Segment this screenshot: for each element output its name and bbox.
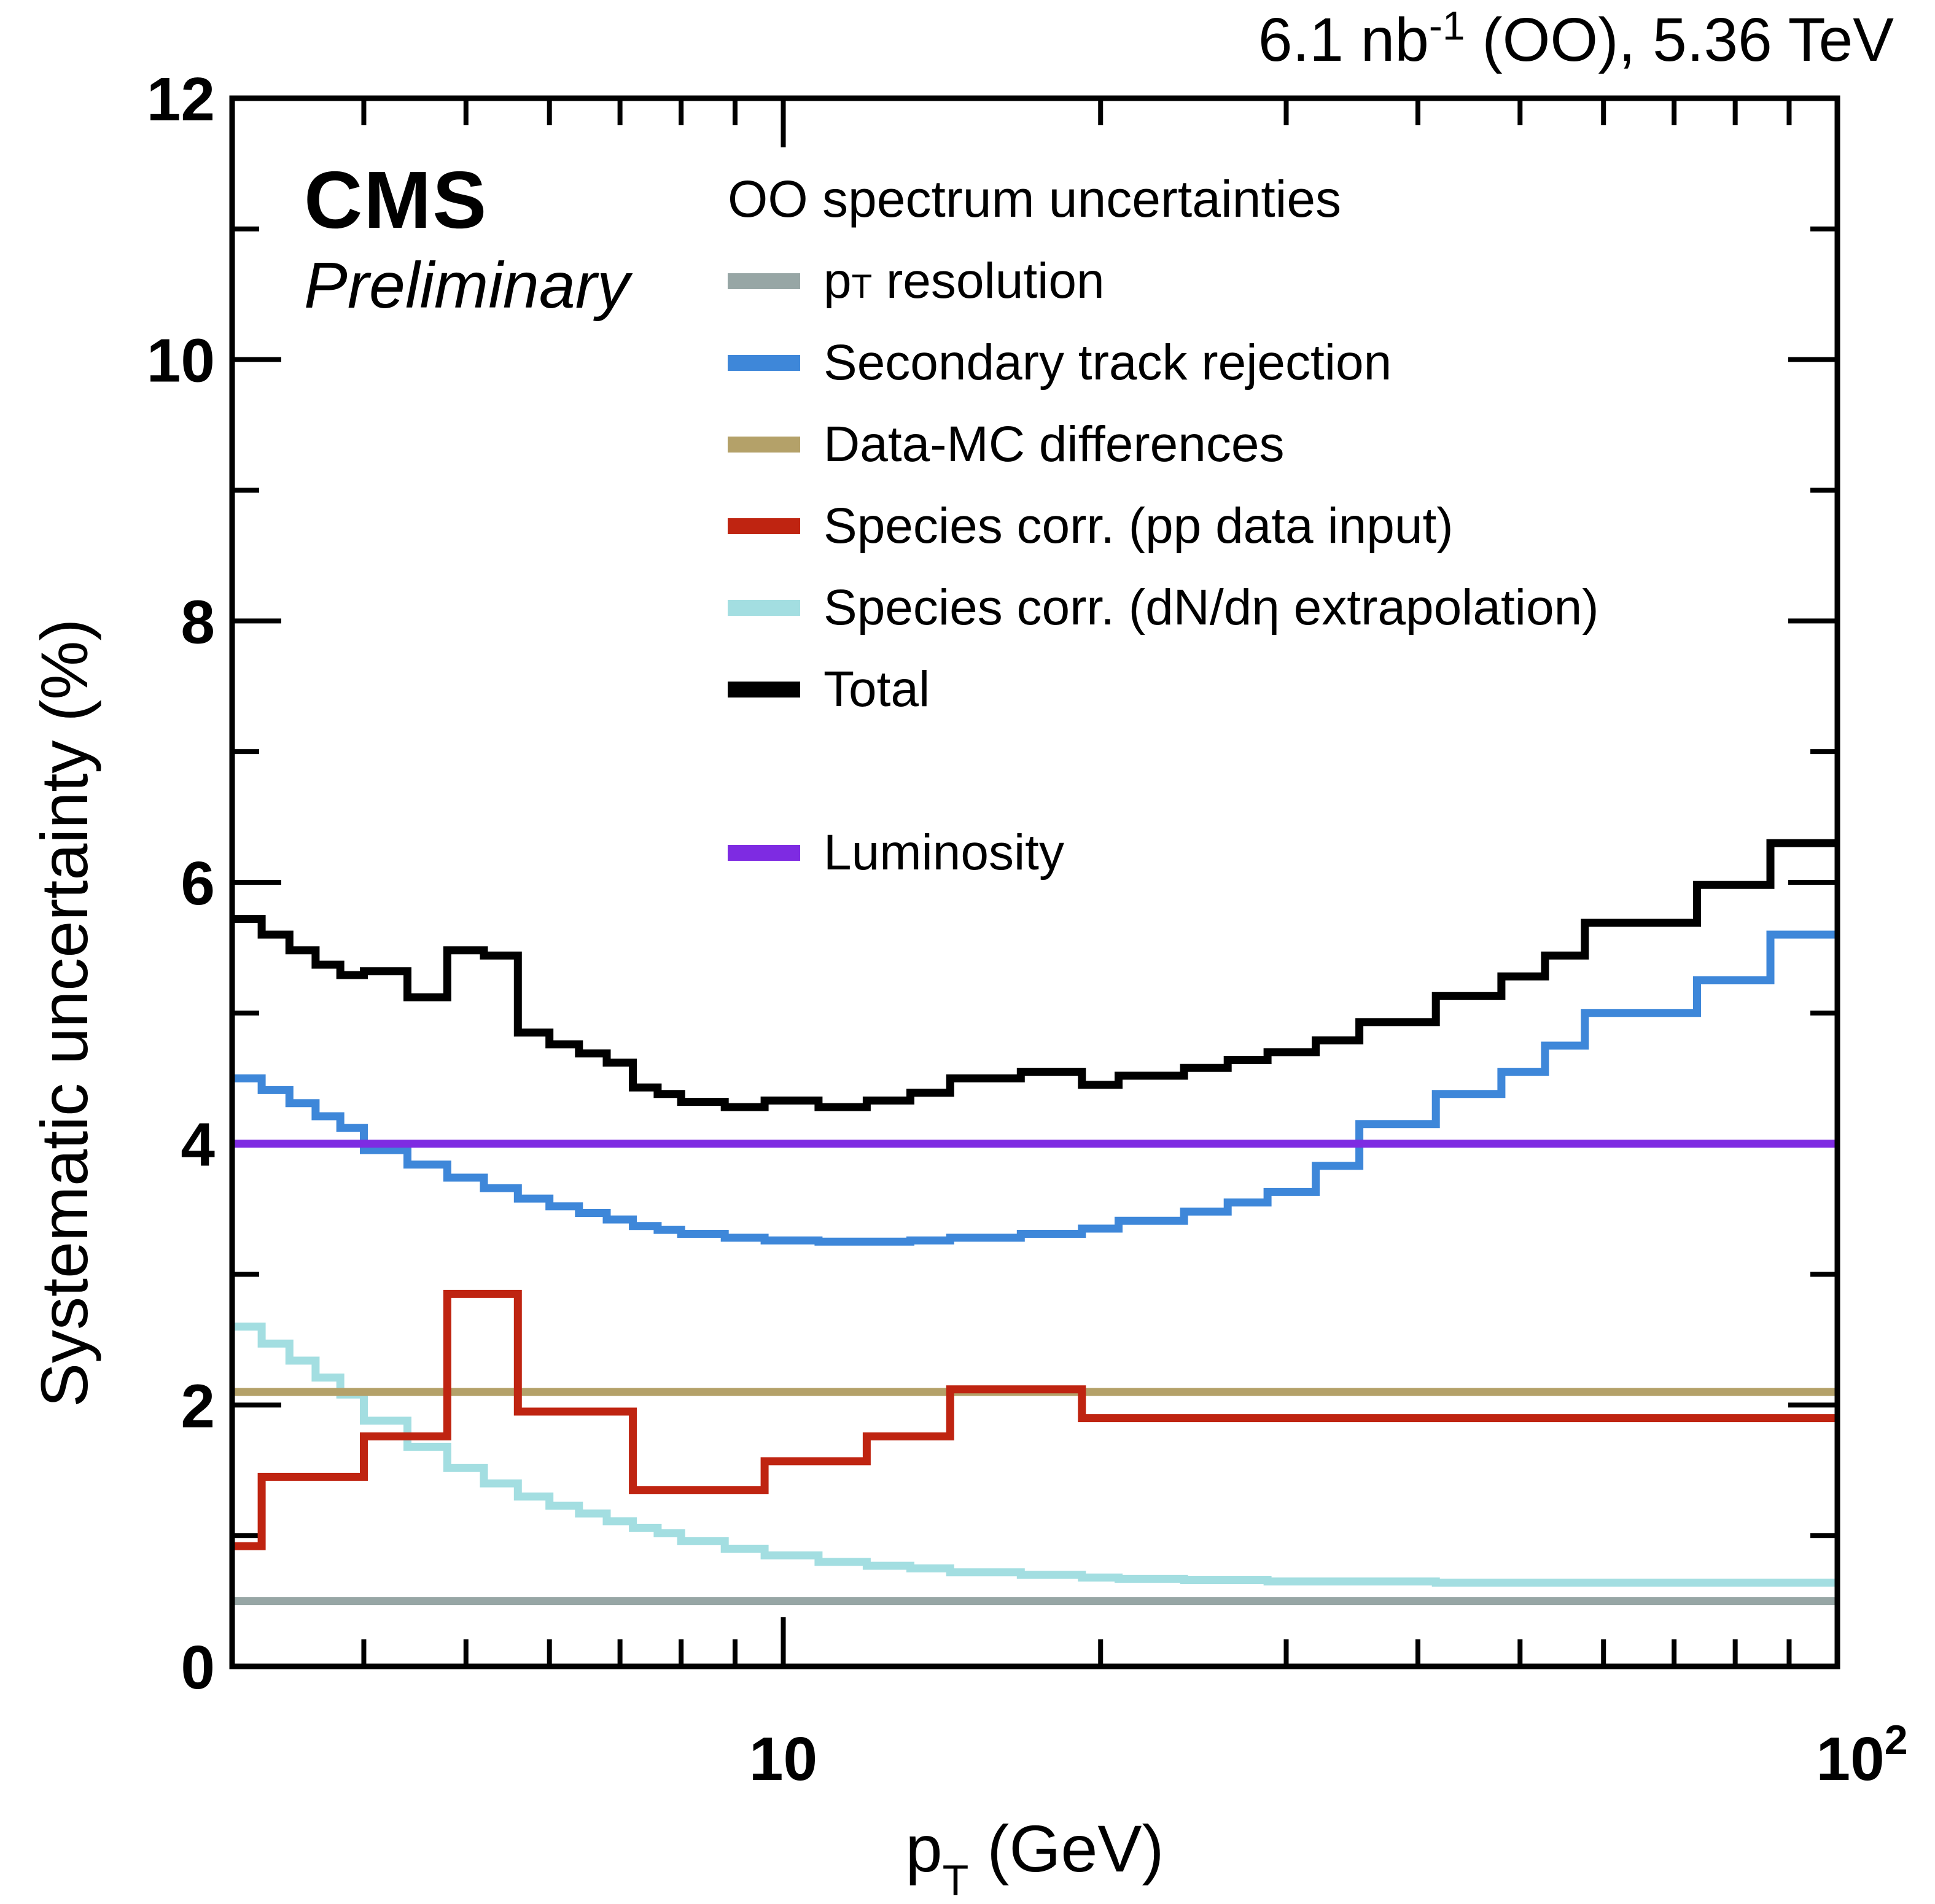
legend-item-species-corr-dn-d-extrapolation-: Species corr. (dN/dη extrapolation)	[728, 567, 1599, 648]
legend-item-secondary-track-rejection-label: Secondary track rejection	[823, 334, 1392, 391]
legend-item-data-mc-differences: Data-MC differences	[728, 403, 1599, 485]
preliminary-label: Preliminary	[304, 249, 630, 322]
y-tick-label: 10	[147, 327, 215, 395]
legend-item-species-corr-pp-data-input-: Species corr. (pp data input)	[728, 485, 1599, 567]
y-tick-label: 2	[181, 1372, 215, 1440]
x-title-units: (GeV)	[968, 1811, 1164, 1886]
y-tick-label: 4	[181, 1111, 215, 1179]
x-axis-title: pT (GeV)	[728, 1810, 1342, 1902]
legend-item-data-mc-differences-swatch	[728, 436, 800, 453]
lumi-exponent: -1	[1428, 2, 1465, 49]
legend-item-species-corr-dn-d-extrapolation--label: Species corr. (dN/dη extrapolation)	[823, 579, 1599, 635]
legend-item-luminosity: Luminosity	[728, 812, 1599, 893]
lumi-energy-label: 6.1 nb-1 (OO), 5.36 TeV	[1258, 5, 1894, 76]
legend-item-p-label: pT resolution	[823, 252, 1105, 309]
legend-item-total-label: Total	[823, 661, 930, 717]
legend-title: OO spectrum uncertainties	[728, 158, 1599, 240]
legend-title-label: OO spectrum uncertainties	[728, 170, 1342, 228]
legend-item-species-corr-pp-data-input--swatch	[728, 518, 800, 534]
legend: OO spectrum uncertainties pT resolution Se…	[728, 158, 1599, 893]
y-tick-label: 0	[181, 1633, 215, 1702]
collision-info: (OO), 5.36 TeV	[1465, 6, 1894, 74]
y-tick-label: 6	[181, 849, 215, 918]
cms-label: CMS	[304, 155, 488, 245]
legend-item-total: Total	[728, 648, 1599, 730]
plot-frame	[229, 95, 1840, 1669]
legend-item-species-corr-dn-d-extrapolation--swatch	[728, 599, 800, 616]
legend-item-p: pT resolution	[728, 240, 1599, 322]
curve-total	[232, 839, 1837, 1111]
curve-species-corr-pp-data-input-	[232, 1289, 1837, 1550]
curve-secondary-track-rejection	[232, 930, 1837, 1246]
legend-item-species-corr-pp-data-input--label: Species corr. (pp data input)	[823, 497, 1454, 554]
x-title-symbol: p	[905, 1811, 943, 1886]
legend-item-luminosity-label: Luminosity	[823, 824, 1064, 880]
y-axis-title: Systematic uncertainty (%)	[27, 618, 101, 1407]
legend-item-secondary-track-rejection: Secondary track rejection	[728, 322, 1599, 403]
legend-spacer	[728, 730, 1599, 812]
x-title-subscript: T	[942, 1856, 969, 1904]
legend-item-p-swatch	[728, 273, 800, 289]
y-tick-label: 8	[181, 588, 215, 656]
lumi-value: 6.1 nb	[1258, 6, 1429, 74]
y-tick-label: 12	[147, 65, 215, 134]
legend-item-total-swatch	[728, 681, 800, 697]
curve-species-corr-dn-d-extrapolation-	[232, 1323, 1837, 1587]
legend-item-luminosity-swatch	[728, 844, 800, 861]
legend-item-data-mc-differences-label: Data-MC differences	[823, 416, 1285, 472]
x-tick-label: 10	[749, 1725, 817, 1793]
x-tick-label: 102	[1816, 1717, 1907, 1793]
legend-item-secondary-track-rejection-swatch	[728, 354, 800, 371]
